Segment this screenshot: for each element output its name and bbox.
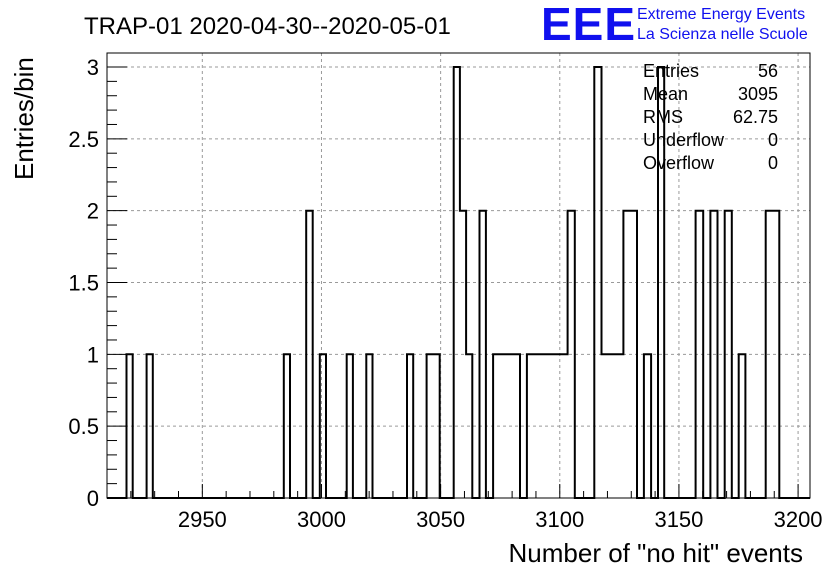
y-tick-label: 1.5 (68, 271, 99, 296)
x-tick-label: 3050 (416, 507, 465, 532)
x-tick-label: 3000 (297, 507, 346, 532)
stat-label: RMS (643, 107, 683, 127)
eee-logo: EEE Extreme Energy Events La Scienza nel… (541, 0, 808, 50)
plot-frame (106, 52, 811, 499)
stat-value: 0 (768, 153, 778, 173)
y-tick-label: 3 (87, 55, 99, 80)
y-tick-label: 2.5 (68, 127, 99, 152)
stat-label: Entries (643, 61, 699, 81)
logo-line-1: Extreme Energy Events (637, 6, 805, 23)
stat-value: 62.75 (733, 107, 778, 127)
histogram-series (107, 66, 810, 499)
y-axis-title: Entries/bin (9, 57, 39, 180)
stat-label: Underflow (643, 130, 725, 150)
axis-ticks: 2950 3000 3050 3100 3150 3200 0 0.5 1 1.5 2 2.5 3 (68, 55, 822, 532)
chart-title: TRAP-01 2020-04-30--2020-05-01 (84, 13, 451, 40)
stat-label: Mean (643, 84, 688, 104)
x-tick-label: 3100 (535, 507, 584, 532)
stat-value: 56 (758, 61, 778, 81)
histogram-outline (107, 66, 810, 499)
y-tick-label: 0.5 (68, 414, 99, 439)
y-tick-label: 0 (87, 486, 99, 511)
x-tick-label: 3150 (654, 507, 703, 532)
x-tick-label: 3200 (774, 507, 823, 532)
stat-value: 0 (768, 130, 778, 150)
logo-line-2: La Scienza nelle Scuole (637, 26, 808, 43)
y-tick-label: 2 (87, 199, 99, 224)
stat-value: 3095 (738, 84, 778, 104)
stat-label: Overflow (643, 153, 715, 173)
logo-mark: EEE (541, 0, 636, 50)
x-tick-label: 2950 (178, 507, 227, 532)
y-tick-label: 1 (87, 342, 99, 367)
stats-box: Entries 56 Mean 3095 RMS 62.75 Underflow 0 Overf… (643, 61, 778, 173)
x-axis-title: Number of "no hit" events (509, 538, 804, 568)
grid (107, 53, 810, 498)
